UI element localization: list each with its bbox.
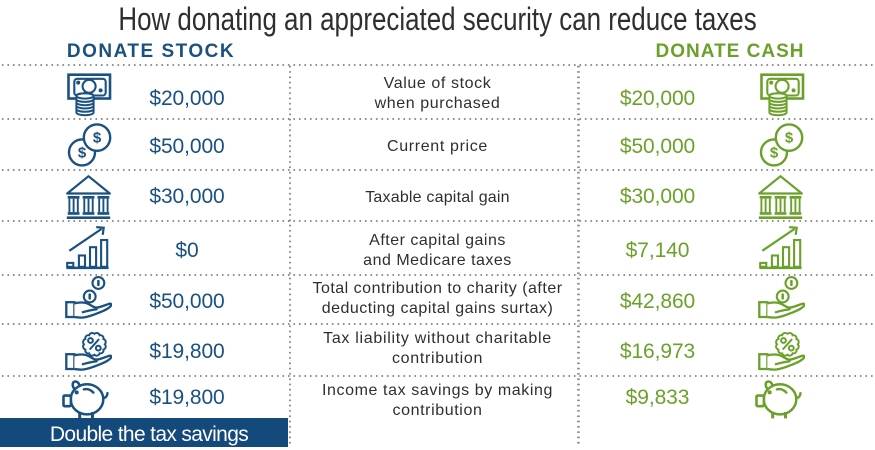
svg-text:$: $	[785, 130, 794, 147]
svg-text:$: $	[92, 130, 101, 147]
svg-text:$: $	[77, 145, 86, 162]
svg-text:$: $	[770, 145, 779, 162]
